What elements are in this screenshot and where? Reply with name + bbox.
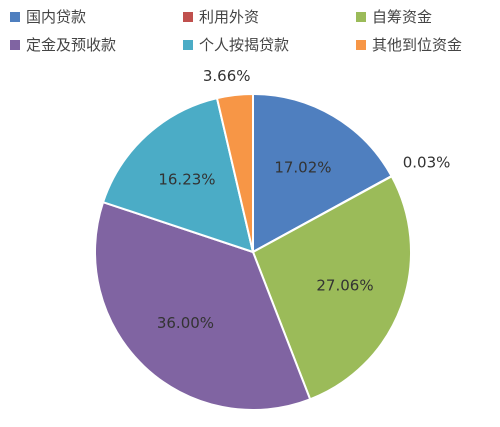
legend-swatch [10,40,20,50]
legend-swatch [356,12,366,22]
legend-label: 利用外资 [199,8,259,26]
slice-value-label: 3.66% [203,67,251,85]
pie-slice [215,92,254,253]
legend-swatch [356,40,366,50]
slice-value-label: 0.03% [403,154,451,172]
legend-label: 个人按揭贷款 [199,36,289,54]
legend-label: 自筹资金 [372,8,432,26]
legend-swatch [183,40,193,50]
data-labels: 17.02% 0.03% 27.06% 36.00% 16.23% 3.66% [157,67,451,332]
pie-slice [101,96,255,254]
slice-value-label: 16.23% [158,171,215,189]
slice-value-label: 36.00% [157,314,214,332]
slice-value-label: 27.06% [316,277,373,295]
pie-slice [94,200,312,411]
pie-slice [252,92,393,254]
slice-value-label: 17.02% [274,159,331,177]
legend-swatch [10,12,20,22]
pie-slices [94,92,412,411]
legend-swatch [183,12,193,22]
legend-label: 定金及预收款 [26,36,116,54]
legend-label: 国内贷款 [26,8,86,26]
pie-slice [251,174,412,401]
legend-label: 其他到位资金 [372,36,462,54]
